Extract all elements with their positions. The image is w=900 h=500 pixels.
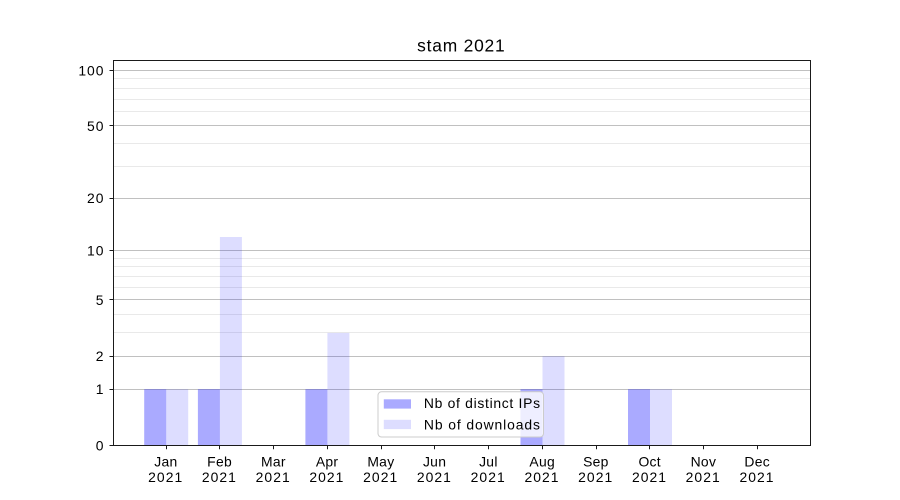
svg-text:Jun: Jun — [423, 454, 446, 470]
svg-text:100: 100 — [78, 62, 104, 78]
svg-text:Jul: Jul — [479, 454, 498, 470]
svg-text:Nov: Nov — [691, 454, 717, 470]
svg-text:May: May — [367, 454, 394, 470]
svg-text:2021: 2021 — [578, 469, 613, 485]
svg-text:Apr: Apr — [316, 454, 339, 470]
svg-text:2021: 2021 — [471, 469, 506, 485]
svg-text:Sep: Sep — [583, 454, 609, 470]
svg-text:1: 1 — [96, 381, 105, 397]
svg-text:Oct: Oct — [638, 454, 661, 470]
svg-text:50: 50 — [87, 118, 104, 134]
svg-text:Feb: Feb — [207, 454, 232, 470]
svg-text:2021: 2021 — [309, 469, 344, 485]
svg-text:2: 2 — [96, 348, 105, 364]
svg-text:2021: 2021 — [686, 469, 721, 485]
svg-text:0: 0 — [96, 438, 105, 454]
svg-text:2021: 2021 — [739, 469, 774, 485]
svg-text:Dec: Dec — [744, 454, 770, 470]
svg-text:2021: 2021 — [363, 469, 398, 485]
svg-text:2021: 2021 — [148, 469, 183, 485]
svg-text:2021: 2021 — [256, 469, 291, 485]
svg-text:2021: 2021 — [202, 469, 237, 485]
svg-text:10: 10 — [87, 243, 104, 259]
svg-text:2021: 2021 — [417, 469, 452, 485]
svg-text:20: 20 — [87, 190, 104, 206]
svg-text:stam 2021: stam 2021 — [417, 35, 505, 55]
svg-text:Aug: Aug — [529, 454, 555, 470]
svg-text:5: 5 — [96, 292, 105, 308]
svg-text:Mar: Mar — [261, 454, 286, 470]
svg-text:Nb of downloads: Nb of downloads — [424, 417, 541, 433]
svg-text:Nb of distinct IPs: Nb of distinct IPs — [424, 395, 541, 411]
svg-text:2021: 2021 — [524, 469, 559, 485]
svg-text:Jan: Jan — [154, 454, 177, 470]
svg-text:2021: 2021 — [632, 469, 667, 485]
